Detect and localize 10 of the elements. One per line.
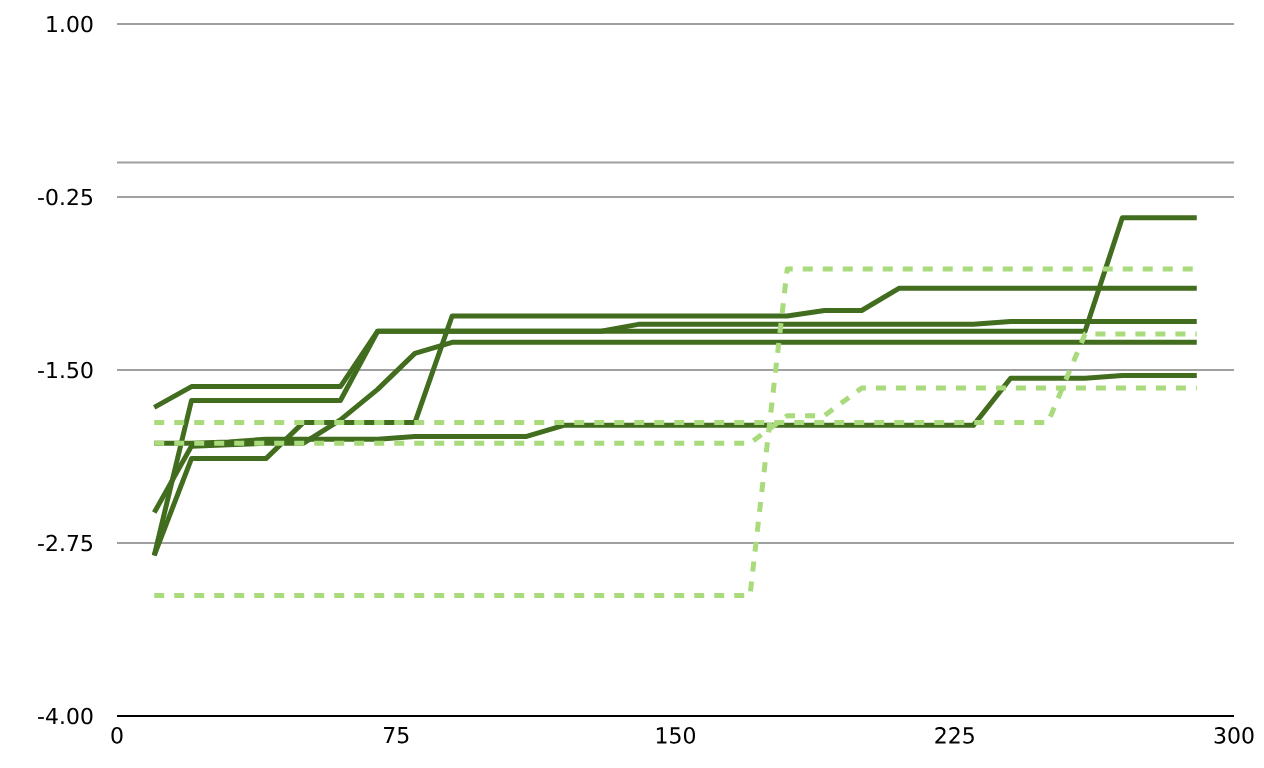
y-tick-label: -0.25 <box>38 188 93 206</box>
y-tick-label: -2.75 <box>38 534 93 552</box>
x-tick-label: 75 <box>384 727 409 744</box>
x-tick-label: 225 <box>935 727 974 744</box>
x-tick-label: 300 <box>1214 727 1254 744</box>
y-tick-label: 1.00 <box>47 15 93 33</box>
y-tick-label: -1.50 <box>38 361 93 379</box>
x-tick-label: 0 <box>111 727 123 744</box>
x-tick-label: 150 <box>656 727 696 744</box>
y-tick-label: -4.00 <box>38 707 93 725</box>
